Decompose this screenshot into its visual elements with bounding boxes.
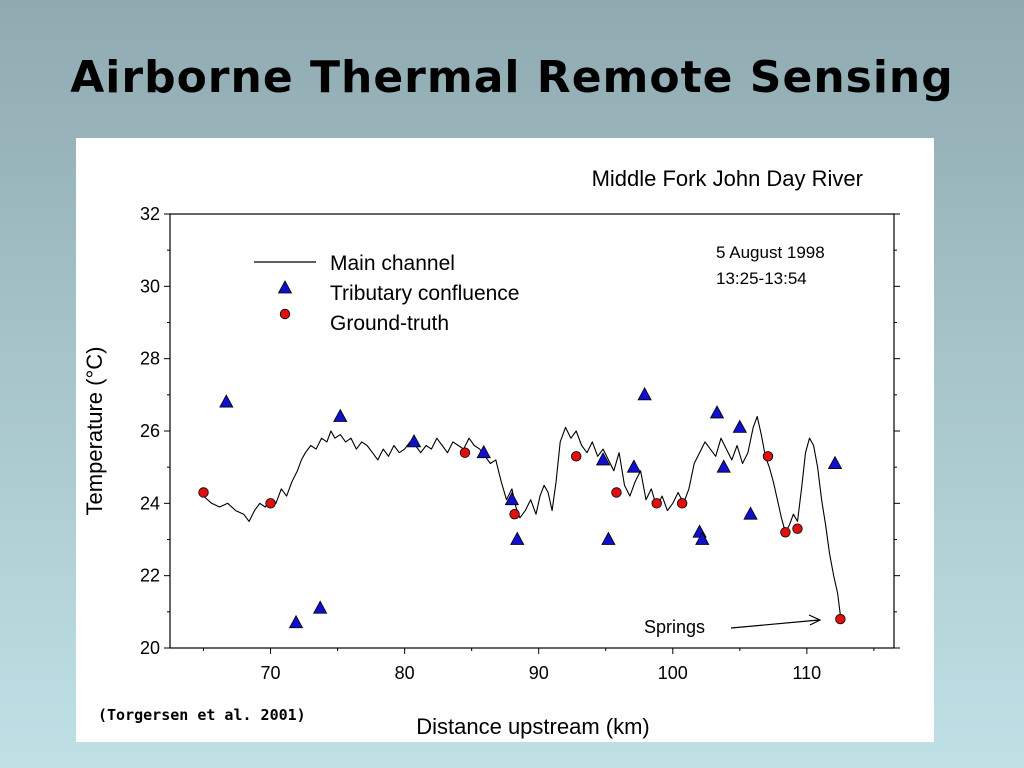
- x-tick-label: 100: [658, 663, 688, 683]
- x-tick-label: 80: [395, 663, 415, 683]
- ground-truth-point: [571, 451, 582, 462]
- tributary-confluence-point: [601, 531, 616, 545]
- y-tick-label: 20: [140, 638, 160, 658]
- y-tick-label: 26: [140, 421, 160, 441]
- y-tick-label: 28: [140, 349, 160, 369]
- springs-arrow-head: [808, 614, 822, 626]
- springs-annotation: Springs: [644, 617, 705, 637]
- main-channel-line: [203, 415, 844, 623]
- ground-truth-point: [676, 498, 688, 509]
- tributary-confluence-point: [406, 434, 422, 448]
- ground-truth-point: [198, 487, 209, 498]
- y-tick-label: 24: [140, 493, 160, 513]
- x-tick-label: 70: [261, 663, 281, 683]
- springs-arrow-line: [730, 619, 820, 629]
- tributary-confluence-point: [288, 614, 304, 629]
- ground-truth-point: [792, 523, 803, 534]
- tributary-confluence-point: [732, 419, 747, 433]
- ground-truth-point: [762, 451, 774, 462]
- tributary-confluence-point: [504, 491, 520, 506]
- tributary-confluence-point: [827, 455, 843, 469]
- citation: (Torgersen et al. 2001): [98, 706, 306, 724]
- chart-title: Middle Fork John Day River: [592, 166, 863, 191]
- legend-swatch-tributary-confluence: [277, 280, 293, 294]
- legend-swatch-ground-truth: [279, 308, 291, 320]
- plot-axes: 20 22 24 26 28 30 32 70 80 90 100 110: [140, 204, 900, 683]
- y-tick-label: 22: [140, 566, 160, 586]
- x-axis-label: Distance upstream (km): [416, 714, 650, 739]
- y-tick-label: 30: [140, 276, 160, 296]
- tributary-confluence-point: [716, 459, 731, 473]
- time-annotation: 13:25-13:54: [716, 269, 807, 288]
- y-axis-label: Temperature (°C): [82, 347, 107, 516]
- ground-truth-point: [509, 508, 520, 520]
- tributary-confluence-point: [626, 459, 642, 473]
- legend-label: Ground-truth: [330, 312, 449, 335]
- ground-truth-point: [265, 498, 276, 509]
- x-tick-label: 90: [529, 663, 549, 683]
- y-tick-label: 32: [140, 204, 160, 224]
- ground-truth-point: [780, 527, 791, 538]
- thermal-profile-chart: Middle Fork John Day River 20 22 24 26 28 30 3…: [82, 166, 900, 739]
- tributary-confluence-point: [595, 452, 611, 466]
- ground-truth-point: [835, 613, 846, 625]
- tributary-confluence-point: [312, 600, 328, 614]
- x-tick-label: 110: [793, 663, 822, 683]
- slide-title: Airborne Thermal Remote Sensing: [70, 52, 954, 103]
- tributary-confluence-point: [637, 386, 652, 401]
- plot-area: [198, 386, 846, 629]
- ground-truth-point: [459, 447, 471, 458]
- legend-label: Main channel: [330, 252, 455, 275]
- ground-truth-point: [611, 487, 622, 498]
- ground-truth-point: [651, 498, 662, 509]
- tributary-confluence-point: [219, 394, 234, 408]
- tributary-confluence-point: [709, 405, 725, 419]
- chart-panel: Middle Fork John Day River 20 22 24 26 28 30 3…: [76, 138, 934, 742]
- tributary-confluence-point: [695, 531, 710, 545]
- tributary-confluence-point: [333, 408, 348, 422]
- legend-label: Tributary confluence: [330, 282, 519, 305]
- tributary-confluence-point: [510, 531, 525, 545]
- date-annotation: 5 August 1998: [716, 243, 825, 262]
- chart-legend: Main channel Tributary confluence Ground-t…: [254, 252, 519, 335]
- tributary-confluence-point: [743, 506, 758, 520]
- tributary-confluence-point: [476, 444, 491, 459]
